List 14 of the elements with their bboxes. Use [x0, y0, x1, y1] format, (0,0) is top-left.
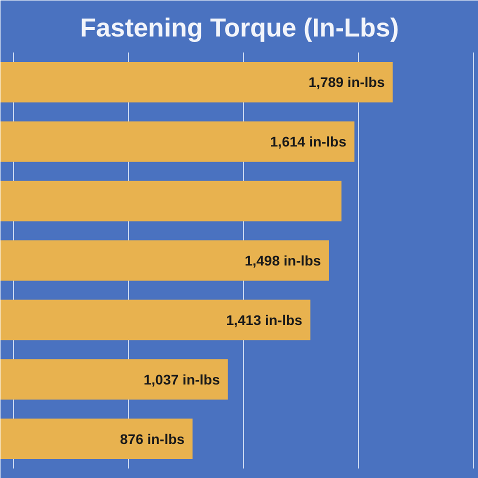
data-label: 876 in-lbs — [120, 430, 185, 447]
bar — [0, 418, 193, 459]
data-label: 1,789 in-lbs — [308, 74, 385, 90]
data-label: 1,614 in-lbs — [270, 134, 347, 150]
bar — [0, 359, 228, 400]
bar — [0, 240, 329, 281]
bar — [0, 180, 342, 222]
bar — [0, 62, 393, 102]
chart-title: Fastening Torque (In-Lbs) — [80, 12, 399, 42]
data-label: 1,498 in-lbs — [244, 252, 322, 268]
bar — [0, 300, 310, 340]
data-label: 1,413 in-lbs — [226, 312, 303, 328]
bar — [0, 121, 354, 162]
data-label: 1,037 in-lbs — [144, 371, 220, 388]
